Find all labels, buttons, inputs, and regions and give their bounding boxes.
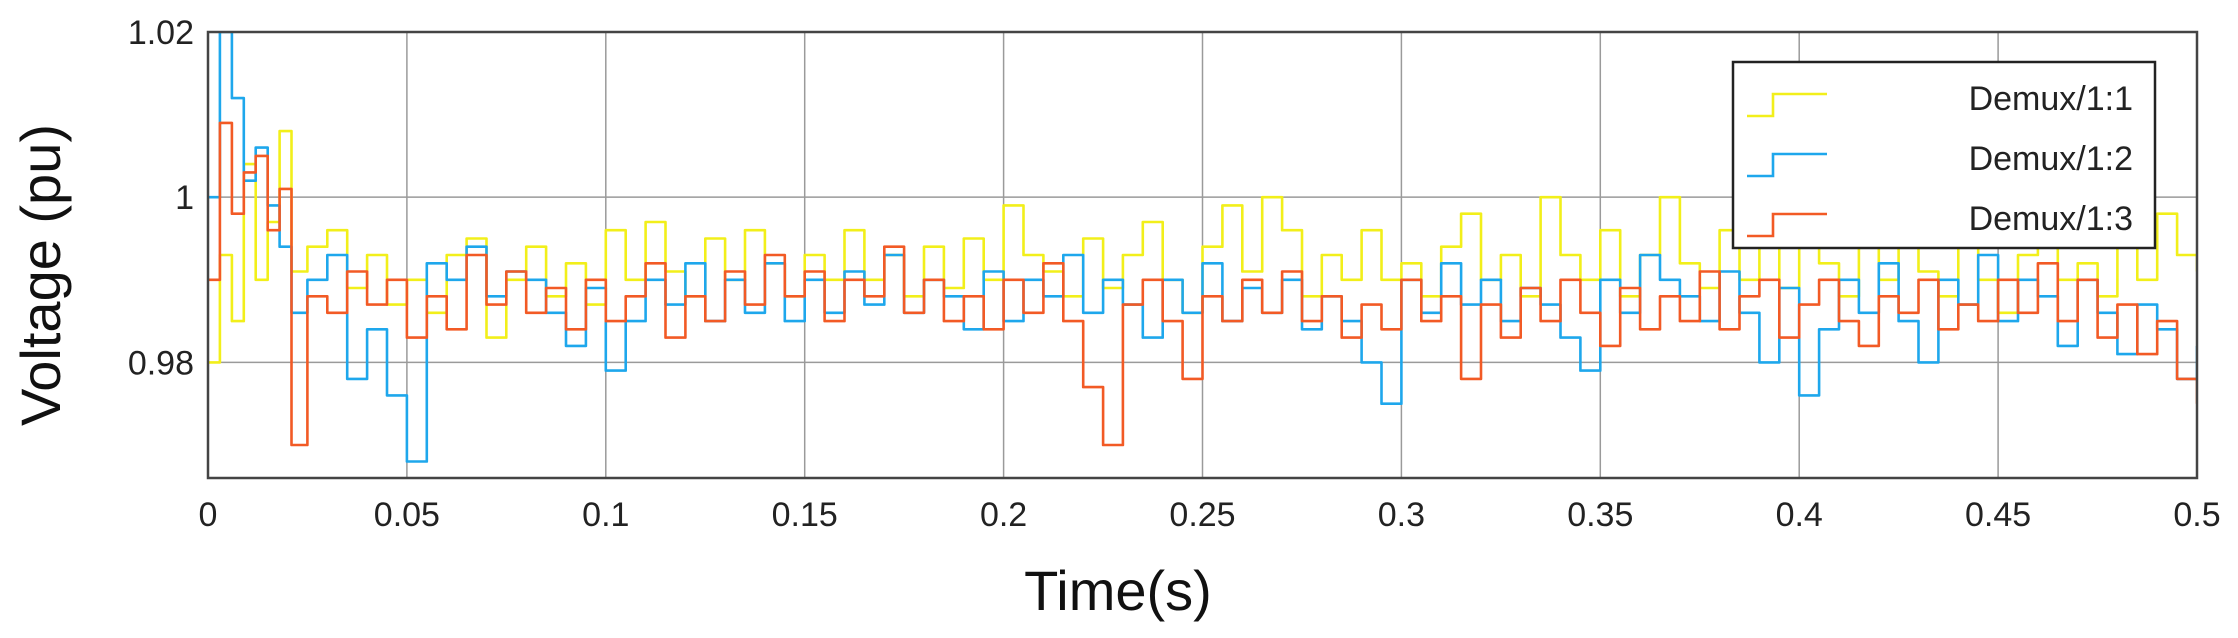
x-tick-label: 0.3 [1378,496,1425,534]
x-tick-label: 0.45 [1965,496,2031,534]
series-lines [208,32,2197,463]
legend-label-3: Demux/1:3 [1969,200,2133,238]
series-line-2 [208,32,2197,463]
x-tick-label: 0.4 [1776,496,1823,534]
series-line-3 [208,121,2197,447]
legend-label-1: Demux/1:1 [1969,80,2133,118]
legend-swatch-2 [1747,152,1827,178]
x-tick-label: 0.15 [772,496,838,534]
x-tick-label: 0.25 [1169,496,1235,534]
x-tick-labels: 0 0.05 0.1 0.15 0.2 0.25 0.3 0.35 0.4 0.45 0.5 [199,496,2221,534]
legend-swatch-1 [1747,92,1827,118]
y-axis-label: Voltage (pu) [9,124,72,426]
x-tick-label: 0.35 [1567,496,1633,534]
x-tick-label: 0.05 [374,496,440,534]
y-tick-label: 1.02 [128,14,194,52]
legend: Demux/1:1 Demux/1:2 Demux/1:3 [1731,60,2157,250]
x-tick-label: 0 [199,496,218,534]
y-tick-label: 1 [175,179,194,217]
x-tick-label: 0.1 [582,496,629,534]
x-tick-label: 0.5 [2173,496,2220,534]
x-tick-label: 0.2 [980,496,1027,534]
legend-swatch-3 [1747,212,1827,238]
x-axis-label: Time(s) [1024,559,1212,622]
y-tick-label: 0.98 [128,344,194,382]
y-tick-labels: 0.98 1 1.02 [128,14,194,382]
plot-frame [206,30,2199,480]
legend-label-2: Demux/1:2 [1969,140,2133,178]
